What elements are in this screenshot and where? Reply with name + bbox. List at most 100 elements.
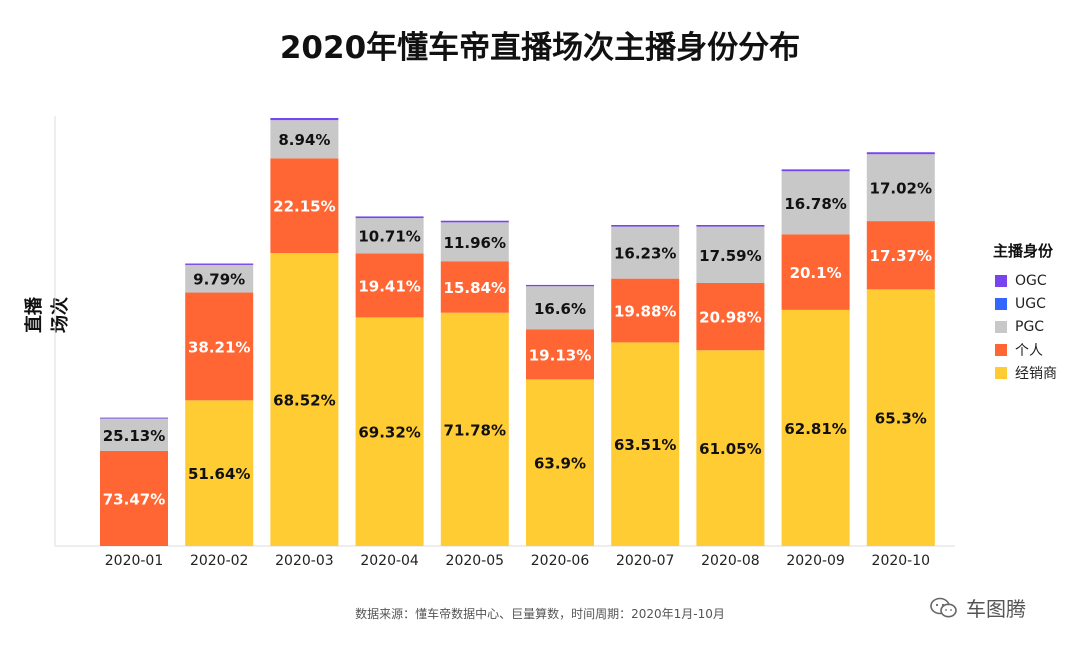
bar-segment-经销商-2020-02: [185, 400, 254, 546]
data-label: 51.64%: [188, 465, 250, 483]
x-tick-label: 2020-01: [105, 553, 164, 569]
data-label: 16.23%: [614, 245, 676, 263]
legend-swatch: [995, 298, 1007, 310]
source-note: 数据来源：懂车帝数据中心、巨量算数，时间周期：2020年1月-10月: [355, 607, 725, 621]
bar-segment-个人-2020-02: [185, 292, 254, 401]
legend-swatch: [995, 321, 1007, 333]
data-label: 20.1%: [790, 264, 842, 282]
data-label: 38.21%: [188, 338, 250, 356]
bar-segment-PGC-2020-05: [440, 222, 509, 262]
data-label: 68.52%: [273, 392, 335, 410]
bar-segment-经销商-2020-09: [781, 309, 850, 546]
data-label: 17.02%: [870, 180, 932, 198]
data-label: 20.98%: [699, 309, 761, 327]
bar-segment-个人-2020-01: [100, 450, 168, 546]
bar-segment-经销商-2020-08: [696, 350, 765, 546]
bar-segment-OGC-2020-04: [355, 216, 424, 219]
x-tick-label: 2020-02: [190, 553, 249, 569]
bar-segment-经销商-2020-07: [611, 342, 680, 546]
x-tick-label: 2020-10: [872, 553, 931, 569]
data-label: 16.6%: [534, 300, 586, 318]
bar-segment-经销商-2020-06: [526, 379, 594, 546]
x-tick-label: 2020-05: [446, 553, 505, 569]
data-label: 17.59%: [699, 247, 761, 265]
bar-segment-PGC-2020-07: [611, 226, 680, 279]
data-label: 63.51%: [614, 436, 676, 454]
bar-segment-经销商-2020-05: [440, 312, 509, 546]
data-label: 17.37%: [870, 247, 932, 265]
bar-segment-经销商-2020-04: [355, 317, 424, 546]
x-tick-label: 2020-03: [275, 553, 334, 569]
bar-segment-PGC-2020-08: [696, 226, 765, 283]
legend-label: OGC: [1015, 273, 1047, 289]
legend-label: 个人: [1015, 343, 1043, 359]
x-tick-label: 2020-07: [616, 553, 675, 569]
data-label: 62.81%: [784, 420, 846, 438]
bar-segment-经销商-2020-03: [270, 253, 339, 546]
data-label: 15.84%: [444, 279, 506, 297]
data-label: 9.79%: [193, 271, 245, 289]
bar-segment-个人-2020-06: [526, 329, 594, 380]
bar-segment-个人-2020-08: [696, 282, 765, 351]
legend-label: 经销商: [1015, 366, 1057, 382]
bar-segment-个人-2020-07: [611, 278, 680, 343]
brand-watermark: 车图腾: [930, 593, 1026, 622]
bar-segment-PGC-2020-10: [866, 154, 935, 222]
data-label: 19.41%: [358, 277, 420, 295]
legend-item: OGC: [995, 272, 1047, 290]
bar-segment-PGC-2020-02: [185, 264, 254, 293]
data-label: 8.94%: [278, 131, 330, 149]
legend-label: UGC: [1015, 296, 1046, 312]
bar-segment-PGC-2020-03: [270, 120, 339, 159]
data-label: 61.05%: [699, 440, 761, 458]
data-label: 65.3%: [875, 410, 927, 428]
bar-segment-PGC-2020-04: [355, 218, 424, 254]
x-tick-label: 2020-08: [701, 553, 760, 569]
bar-segment-PGC-2020-06: [526, 286, 594, 330]
data-label: 10.71%: [358, 228, 420, 246]
data-label: 19.88%: [614, 303, 676, 321]
bar-segment-OGC-2020-08: [696, 225, 765, 227]
bar-segment-个人-2020-05: [440, 261, 509, 313]
bar-segment-OGC-2020-06: [526, 284, 594, 287]
data-label: 19.13%: [529, 346, 591, 364]
wechat-icon: [930, 597, 957, 617]
legend-swatch: [995, 367, 1007, 379]
brand-name: 车图腾: [966, 597, 1026, 621]
legend-item: 个人: [995, 341, 1043, 359]
data-label: 25.13%: [103, 427, 165, 445]
bar-segment-OGC-2020-05: [440, 220, 509, 223]
legend-swatch: [995, 275, 1007, 287]
x-tick-label: 2020-09: [786, 553, 845, 569]
bar-segment-OGC-2020-01: [100, 417, 168, 419]
data-label: 71.78%: [444, 421, 506, 439]
bar-segment-PGC-2020-01: [100, 418, 168, 451]
data-label: 69.32%: [358, 424, 420, 442]
x-tick-label: 2020-06: [531, 553, 590, 569]
bar-segment-经销商-2020-10: [866, 289, 935, 546]
bar-segment-个人-2020-04: [355, 253, 424, 318]
bar-segment-OGC-2020-02: [185, 263, 254, 265]
legend-label: PGC: [1015, 319, 1045, 335]
x-tick-label: 2020-04: [360, 553, 419, 569]
bar-segment-OGC-2020-03: [270, 118, 339, 121]
data-label: 11.96%: [444, 234, 506, 252]
legend-swatch: [995, 344, 1007, 356]
data-label: 22.15%: [273, 198, 335, 216]
bar-segment-OGC-2020-09: [781, 169, 850, 172]
legend-item: 经销商: [995, 364, 1057, 382]
bar-segment-个人-2020-09: [781, 234, 850, 310]
legend-item: PGC: [995, 318, 1044, 336]
bar-segment-OGC-2020-10: [866, 152, 935, 155]
bar-segment-个人-2020-03: [270, 158, 339, 254]
data-label: 16.78%: [784, 195, 846, 213]
data-label: 63.9%: [534, 455, 586, 473]
legend-title: 主播身份: [993, 242, 1054, 260]
bar-segment-PGC-2020-09: [781, 171, 850, 235]
bar-segment-OGC-2020-07: [611, 225, 680, 227]
legend-item: UGC: [995, 295, 1046, 313]
data-label: 73.47%: [103, 490, 165, 508]
bar-segment-个人-2020-10: [866, 221, 935, 290]
chart-title: 2020年懂车帝直播场次主播身份分布: [279, 30, 801, 66]
